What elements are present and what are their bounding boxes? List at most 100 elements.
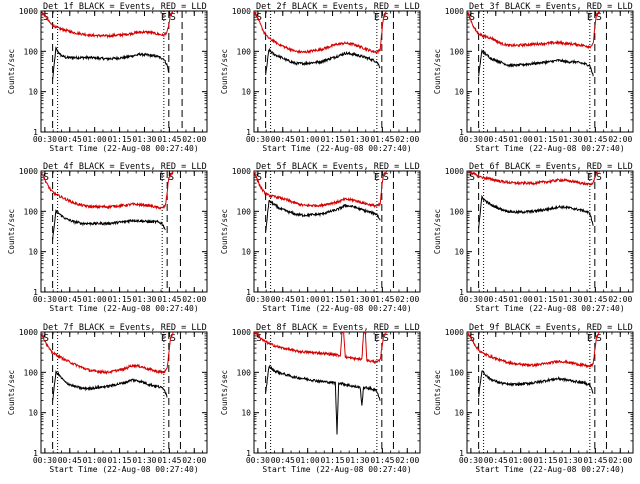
y-tick-label: 1 <box>459 128 464 137</box>
x-tick-label: 02:00 <box>608 295 632 304</box>
plot-frame <box>466 10 634 133</box>
marker-e: E <box>587 172 593 183</box>
x-tick-label: 01:45 <box>370 135 394 144</box>
panel-det-5: Det 5f BLACK = Events, RED = LLD 1 10 100 10… <box>220 162 421 313</box>
x-tick-label: 02:00 <box>182 135 206 144</box>
y-tick-label: 100 <box>450 207 465 216</box>
y-tick-label: 1000 <box>445 328 464 337</box>
y-tick-label: 100 <box>237 368 252 377</box>
x-tick-label: 01:30 <box>345 456 369 465</box>
x-tick-label: 01:00 <box>296 456 320 465</box>
marker-s-left: S <box>256 12 262 23</box>
y-axis-label: Counts/sec <box>7 370 16 415</box>
y-tick-label: 1000 <box>232 328 251 337</box>
marker-s-right: S <box>383 172 389 183</box>
y-tick-label: 1 <box>459 449 464 458</box>
x-tick-label: 01:30 <box>558 456 582 465</box>
panel-title: Det 2f BLACK = Events, RED = LLD <box>256 2 420 12</box>
x-tick-label: 01:15 <box>321 295 345 304</box>
x-tick-label: 01:30 <box>558 135 582 144</box>
marker-s-right: S <box>596 333 602 344</box>
x-tick-label: 00:45 <box>271 295 295 304</box>
x-tick-label: 00:30 <box>33 135 57 144</box>
x-tick-label: 00:30 <box>459 456 483 465</box>
x-axis-label: Start Time (22-Aug-08 00:27:40) <box>475 304 624 313</box>
marker-s-right: S <box>383 12 389 23</box>
x-tick-label: 01:30 <box>132 456 156 465</box>
plot-frame <box>40 170 208 293</box>
x-tick-label: 01:45 <box>583 135 607 144</box>
series-events-line <box>52 46 169 80</box>
y-tick-label: 1000 <box>19 167 38 176</box>
x-tick-label: 00:30 <box>246 456 270 465</box>
panel-det-6: Det 6f BLACK = Events, RED = LLD 1 10 100 10… <box>433 162 634 313</box>
y-axis-label: Counts/sec <box>433 370 442 415</box>
x-tick-label: 00:30 <box>33 456 57 465</box>
series-lld-line <box>467 332 600 369</box>
marker-s-right: S <box>168 172 174 183</box>
series-lld-line <box>467 171 601 186</box>
plot-frame <box>466 170 634 293</box>
y-tick-label: 100 <box>450 47 465 56</box>
x-tick-label: 01:00 <box>509 295 533 304</box>
series-events-line <box>478 370 594 397</box>
x-tick-label: 02:00 <box>395 456 419 465</box>
panel-title: Det 7f BLACK = Events, RED = LLD <box>43 323 207 333</box>
y-axis-label: Counts/sec <box>7 49 16 94</box>
x-axis-label: Start Time (22-Aug-08 00:27:40) <box>262 465 411 474</box>
panel-title: Det 1f BLACK = Events, RED = LLD <box>43 2 207 12</box>
y-axis-label: Counts/sec <box>7 209 16 254</box>
y-tick-label: 10 <box>454 248 464 257</box>
x-tick-label: 00:45 <box>271 135 295 144</box>
marker-s-left: S <box>256 172 262 183</box>
x-tick-label: 01:15 <box>321 456 345 465</box>
marker-s-right: S <box>170 333 176 344</box>
x-axis-label: Start Time (22-Aug-08 00:27:40) <box>262 304 411 313</box>
y-tick-label: 1000 <box>445 7 464 16</box>
y-tick-label: 1 <box>33 288 38 297</box>
x-axis-label: Start Time (22-Aug-08 00:27:40) <box>475 144 624 153</box>
series-lld-line <box>467 11 601 50</box>
marker-e: E <box>374 172 380 183</box>
x-tick-label: 01:45 <box>157 456 181 465</box>
x-tick-label: 01:15 <box>321 135 345 144</box>
series-events-line <box>265 47 381 76</box>
y-tick-label: 1000 <box>19 7 38 16</box>
x-tick-label: 01:15 <box>534 456 558 465</box>
x-tick-label: 00:30 <box>246 295 270 304</box>
y-tick-label: 100 <box>450 368 465 377</box>
x-tick-label: 02:00 <box>608 135 632 144</box>
y-tick-label: 1 <box>33 128 38 137</box>
series-events-line <box>478 48 594 77</box>
panel-det-7: Det 7f BLACK = Events, RED = LLD 1 10 100 10… <box>7 323 208 474</box>
series-lld-line <box>41 332 174 375</box>
x-tick-label: 01:15 <box>534 135 558 144</box>
panel-title: Det 4f BLACK = Events, RED = LLD <box>43 162 207 172</box>
panel-title: Det 6f BLACK = Events, RED = LLD <box>469 162 633 172</box>
y-tick-label: 10 <box>241 88 251 97</box>
x-tick-label: 01:15 <box>108 135 132 144</box>
x-tick-label: 01:30 <box>345 295 369 304</box>
marker-e: E <box>161 12 167 23</box>
panel-det-3: Det 3f BLACK = Events, RED = LLD 1 10 100 10… <box>433 2 634 153</box>
x-tick-label: 00:30 <box>459 135 483 144</box>
plot-frame <box>253 331 421 454</box>
series-lld-line <box>254 11 387 55</box>
y-tick-label: 1 <box>459 288 464 297</box>
x-tick-label: 00:30 <box>459 295 483 304</box>
plot-frame <box>253 170 421 293</box>
x-tick-label: 01:45 <box>157 135 181 144</box>
marker-s-right: S <box>170 12 176 23</box>
x-tick-label: 01:00 <box>509 456 533 465</box>
x-tick-label: 02:00 <box>395 135 419 144</box>
x-tick-label: 01:00 <box>296 135 320 144</box>
x-tick-label: 01:00 <box>509 135 533 144</box>
x-tick-label: 00:45 <box>484 456 508 465</box>
marker-e: E <box>374 12 380 23</box>
marker-e: E <box>159 172 165 183</box>
y-tick-label: 1000 <box>232 167 251 176</box>
panel-title: Det 5f BLACK = Events, RED = LLD <box>256 162 420 172</box>
x-tick-label: 02:00 <box>182 295 206 304</box>
x-tick-label: 01:15 <box>108 456 132 465</box>
x-tick-label: 01:30 <box>558 295 582 304</box>
